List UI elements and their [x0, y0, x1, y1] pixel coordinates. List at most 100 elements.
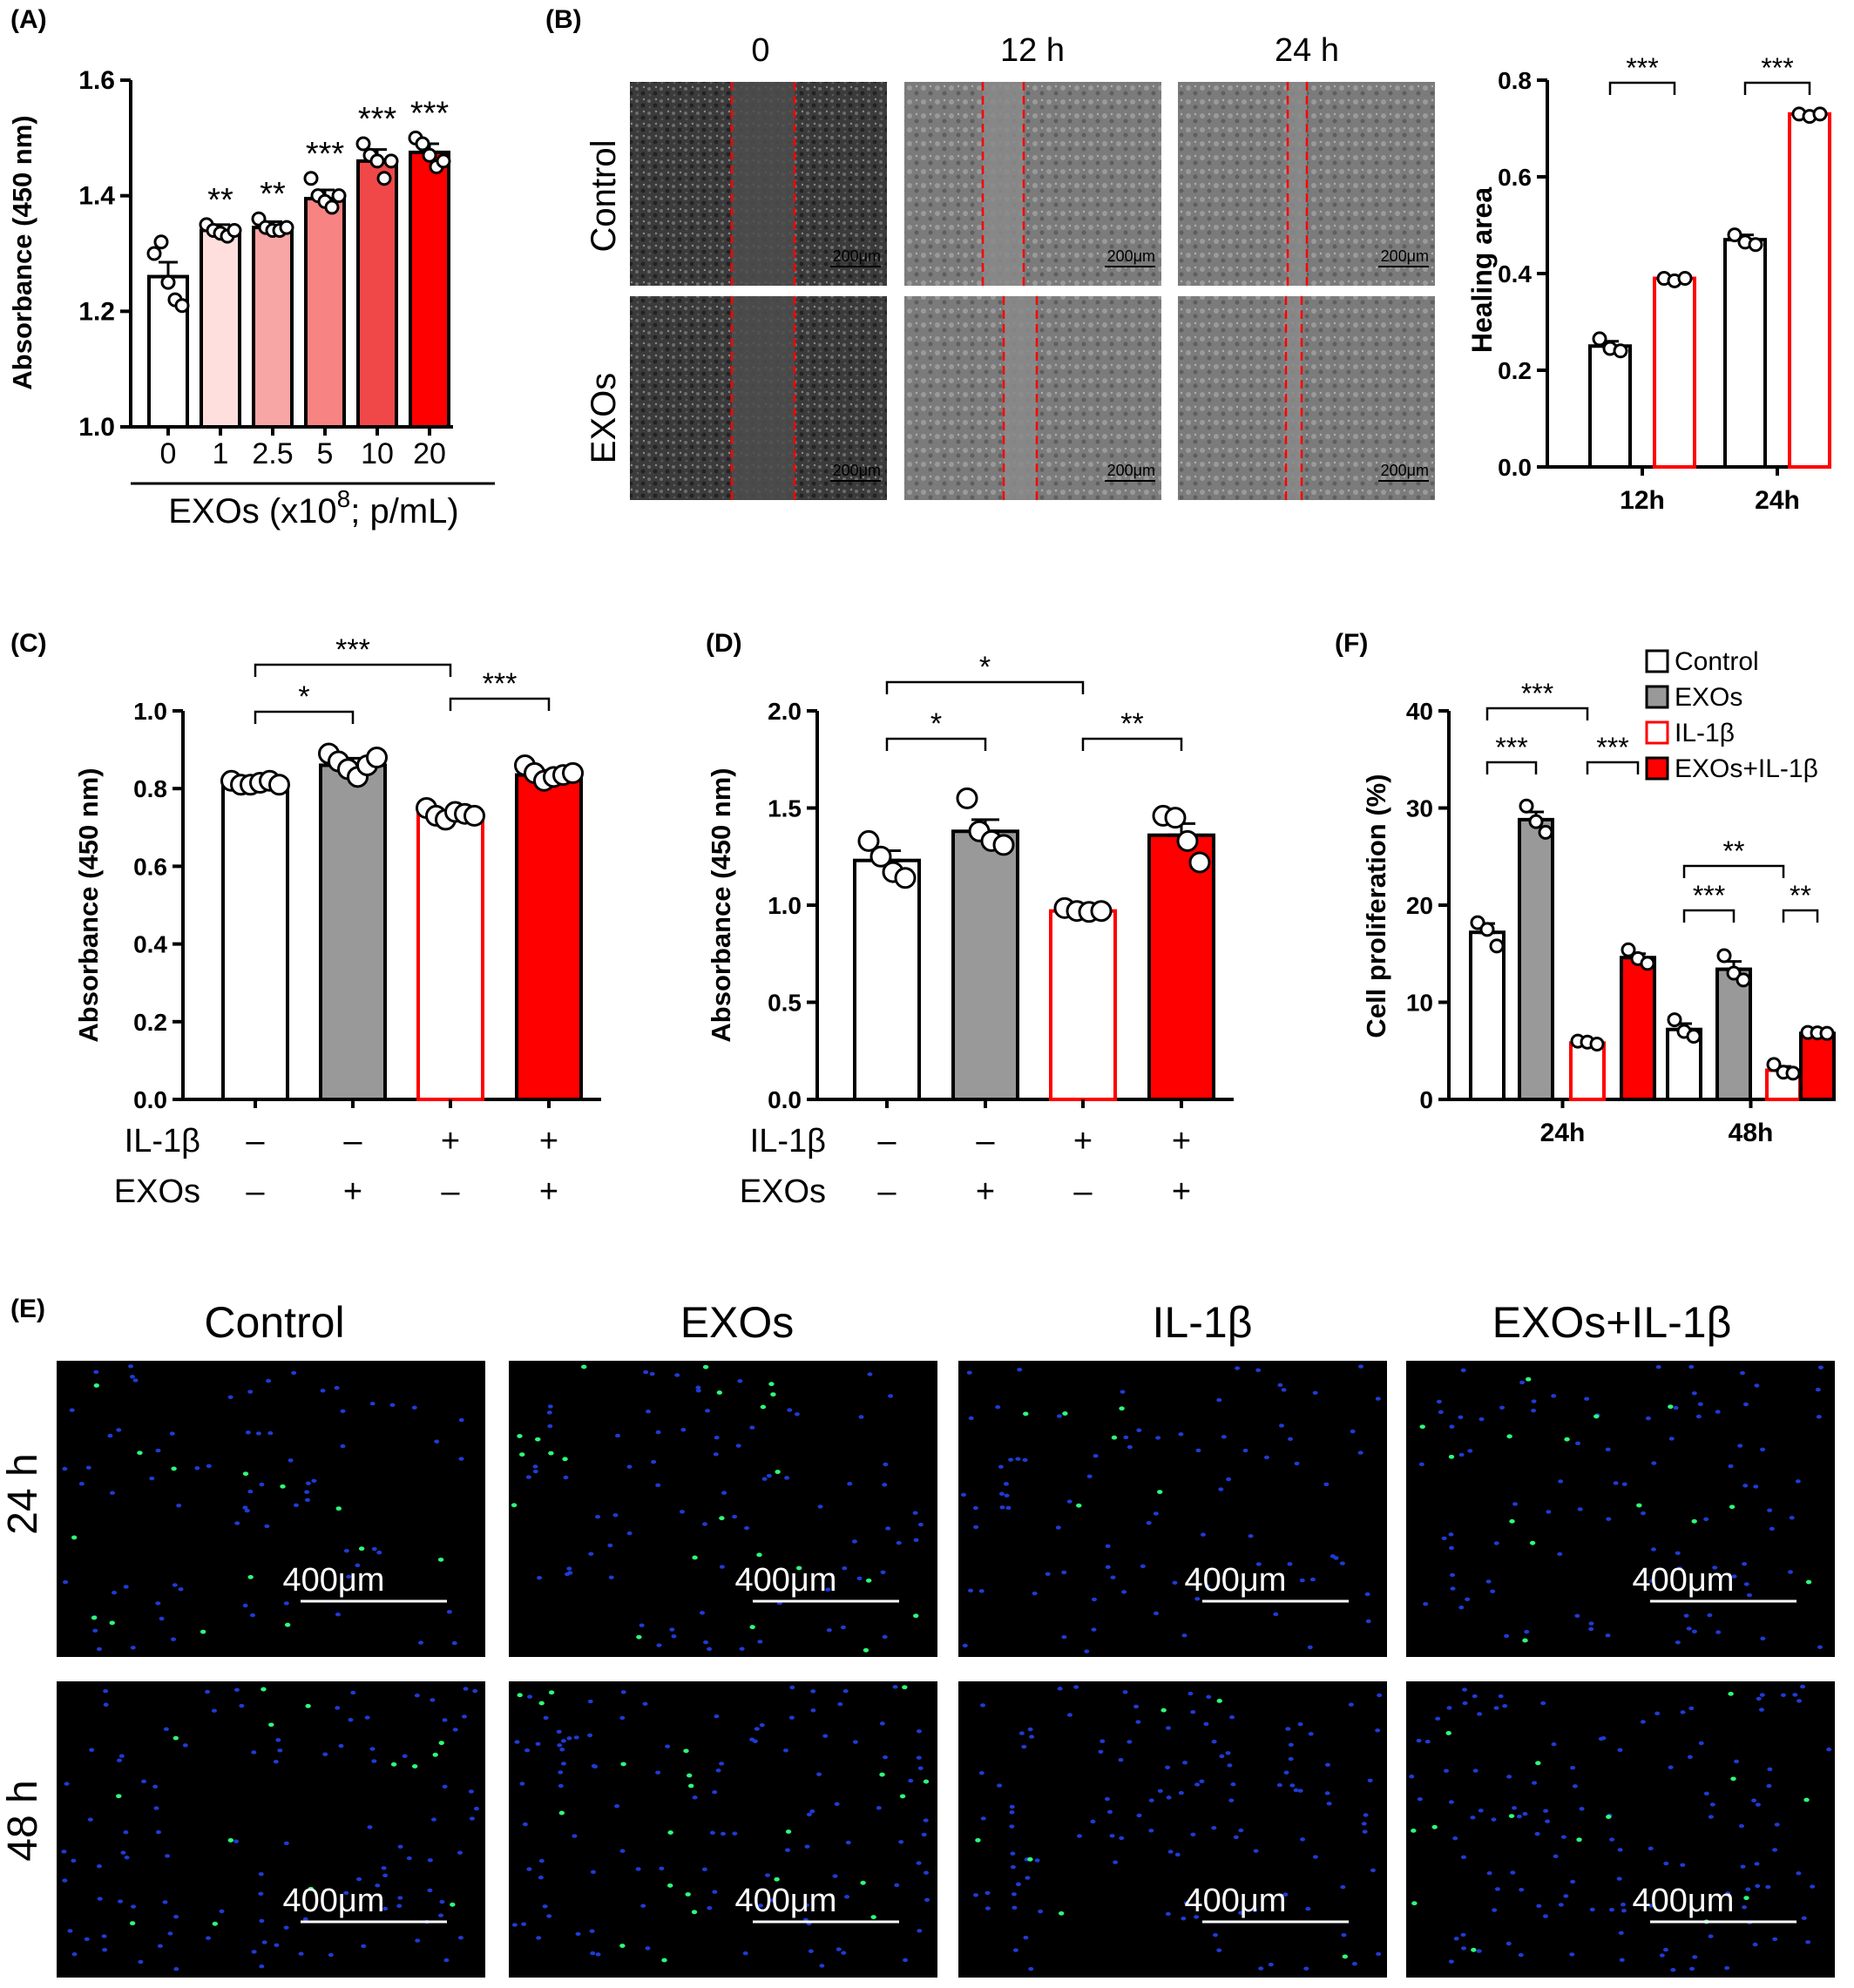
nucleus-dot — [1519, 1887, 1525, 1892]
nucleus-dot — [1216, 1948, 1222, 1952]
panel-a-sig-label: ** — [260, 176, 286, 213]
nucleus-dot — [538, 1875, 544, 1880]
nucleus-dot — [1148, 1829, 1154, 1833]
nucleus-dot — [713, 1452, 719, 1457]
nucleus-dot — [1178, 1432, 1184, 1437]
nucleus-dot — [703, 1640, 709, 1645]
panel-f-sig-label: ** — [1790, 880, 1811, 911]
panel-e-col-exos-il1b: EXOs+IL-1β — [1492, 1298, 1732, 1347]
edu-positive-dot — [1023, 1411, 1029, 1417]
panel-d-sig-label: * — [979, 651, 991, 684]
nucleus-dot — [1558, 1479, 1564, 1484]
nucleus-dot — [679, 1510, 685, 1514]
nucleus-dot — [176, 1503, 182, 1508]
nucleus-dot — [519, 1782, 525, 1786]
panel-a-xlabel-sup: 8 — [337, 485, 351, 512]
legend-swatch-exos — [1645, 685, 1669, 709]
panel-d-data-point — [1176, 829, 1199, 852]
panel-b-bar — [1723, 238, 1767, 469]
edu-positive-dot — [975, 1837, 981, 1843]
nucleus-dot — [785, 1848, 791, 1852]
nucleus-dot — [1698, 1741, 1704, 1746]
nucleus-dot — [1452, 1836, 1458, 1841]
edu-positive-dot — [1728, 1691, 1734, 1696]
nucleus-dot — [1283, 1770, 1289, 1775]
nucleus-dot — [645, 1946, 651, 1951]
nucleus-dot — [92, 1628, 98, 1633]
nucleus-dot — [917, 1766, 924, 1770]
panel-c-il1b-sign: + — [539, 1123, 558, 1160]
nucleus-dot — [61, 1849, 67, 1854]
nucleus-dot — [446, 1610, 452, 1614]
nucleus-dot — [923, 1818, 929, 1822]
panel-f-data-point — [1470, 915, 1485, 930]
nucleus-dot — [1588, 1621, 1594, 1626]
nucleus-dot — [1618, 1931, 1624, 1935]
nucleus-dot — [396, 1903, 403, 1908]
panel-b-x-tick-label: 24h — [1755, 486, 1800, 515]
nucleus-dot — [1589, 1907, 1595, 1912]
edu-positive-dot — [683, 1748, 689, 1754]
nucleus-dot — [85, 1465, 91, 1470]
nucleus-dot — [1742, 1561, 1748, 1566]
nucleus-dot — [547, 1404, 553, 1409]
edu-positive-dot — [1419, 1424, 1425, 1430]
nucleus-dot — [155, 1829, 161, 1835]
nucleus-dot — [1486, 1871, 1492, 1876]
nucleus-dot — [1015, 1882, 1021, 1887]
edu-positive-dot — [1730, 1776, 1736, 1782]
nucleus-dot — [1165, 1765, 1171, 1769]
panel-d-data-point — [857, 829, 880, 852]
nucleus-dot — [876, 1806, 882, 1810]
nucleus-dot — [1461, 1946, 1467, 1951]
nucleus-dot — [1140, 1564, 1146, 1569]
nucleus-dot — [1570, 1879, 1576, 1884]
nucleus-dot — [1307, 1645, 1313, 1650]
panel-e-image-grid: 400μm 400μm 400μm 400μm 400μm 400μm 400μm 400μm — [57, 1361, 1835, 1978]
nucleus-dot — [1792, 1693, 1798, 1697]
nucleus-dot — [759, 1723, 765, 1728]
nucleus-dot — [999, 1505, 1005, 1510]
panel-b-data-point — [1592, 331, 1607, 347]
nucleus-dot — [1375, 1396, 1381, 1401]
panel-d-exos-sign: + — [1172, 1173, 1191, 1210]
nucleus-dot — [1436, 1399, 1442, 1404]
panel-b-col-0: 0 — [751, 32, 769, 69]
panel-f-sig-label: *** — [1693, 880, 1725, 911]
nucleus-dot — [547, 1423, 553, 1429]
nucleus-dot — [1084, 1649, 1090, 1653]
nucleus-dot — [69, 1408, 75, 1412]
nucleus-dot — [1123, 1435, 1129, 1440]
panel-f-data-point — [1686, 1029, 1702, 1045]
wound-image-bg — [1178, 296, 1435, 500]
panel-d-il1b-sign: – — [877, 1123, 897, 1160]
nucleus-dot — [430, 1698, 436, 1702]
nucleus-dot — [1805, 1940, 1811, 1944]
panel-d-data-point — [869, 845, 892, 868]
nucleus-dot — [1534, 1831, 1540, 1836]
nucleus-dot — [1166, 1795, 1172, 1800]
nucleus-dot — [1273, 1612, 1279, 1617]
nucleus-dot — [1689, 1966, 1695, 1971]
panel-d-bar — [853, 858, 921, 1102]
nucleus-dot — [1056, 1414, 1062, 1418]
nucleus-dot — [1055, 1525, 1061, 1530]
nucleus-dot — [1105, 1544, 1111, 1548]
nucleus-dot — [439, 1899, 445, 1904]
nucleus-dot — [1795, 1479, 1801, 1484]
nucleus-dot — [117, 1758, 123, 1762]
nucleus-dot — [1409, 1775, 1415, 1779]
nucleus-dot — [71, 1858, 77, 1863]
nucleus-dot — [1619, 1958, 1625, 1963]
panel-b-images: 0 12 h 24 h Control EXOs — [585, 32, 1339, 463]
edu-positive-dot — [538, 1701, 545, 1706]
nucleus-dot — [1038, 1909, 1044, 1914]
nucleus-dot — [258, 1871, 264, 1876]
nucleus-dot — [1113, 1860, 1119, 1864]
fluorescence-image: 400μm — [1406, 1361, 1835, 1657]
panel-b-data-point — [1613, 343, 1628, 359]
nucleus-dot — [1365, 1619, 1371, 1624]
panel-c-y-tick-label: 0.2 — [133, 1009, 167, 1036]
fluorescence-image-bg — [509, 1681, 937, 1978]
nucleus-dot — [1546, 1510, 1552, 1514]
